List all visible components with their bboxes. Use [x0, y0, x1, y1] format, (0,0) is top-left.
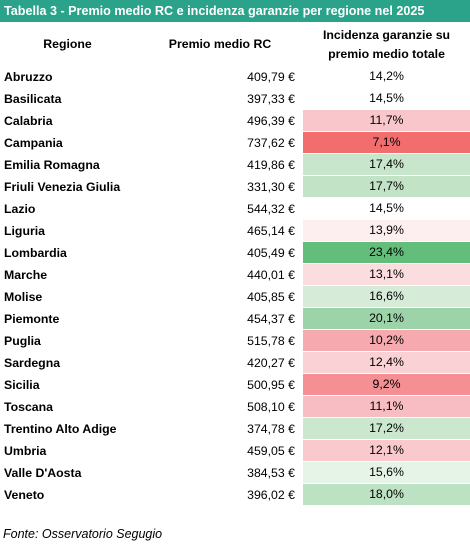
table-row: Umbria 459,05 € 12,1%: [0, 440, 470, 462]
table-row: Marche 440,01 € 13,1%: [0, 264, 470, 286]
premium-cell: 515,78 €: [247, 334, 295, 348]
premium-cell: 459,05 €: [247, 444, 295, 458]
premium-cell: 405,49 €: [247, 246, 295, 260]
table-row: Liguria 465,14 € 13,9%: [0, 220, 470, 242]
table-row: Campania 737,62 € 7,1%: [0, 132, 470, 154]
region-cell: Campania: [4, 136, 63, 150]
premium-cell: 420,27 €: [247, 356, 295, 370]
incidence-cell: 10,2%: [303, 330, 470, 352]
table-row: Veneto 396,02 € 18,0%: [0, 484, 470, 506]
incidence-cell: 12,4%: [303, 352, 470, 374]
premium-cell: 737,62 €: [247, 136, 295, 150]
table-row: Puglia 515,78 € 10,2%: [0, 330, 470, 352]
header-region: Regione: [43, 37, 92, 51]
incidence-cell: 9,2%: [303, 374, 470, 396]
incidence-cell: 13,1%: [303, 264, 470, 286]
region-cell: Basilicata: [4, 92, 62, 106]
region-cell: Trentino Alto Adige: [4, 422, 117, 436]
table-row: Molise 405,85 € 16,6%: [0, 286, 470, 308]
region-cell: Toscana: [4, 400, 53, 414]
region-cell: Piemonte: [4, 312, 60, 326]
premium-cell: 397,33 €: [247, 92, 295, 106]
table-title: Tabella 3 - Premio medio RC e incidenza …: [0, 0, 470, 22]
premium-cell: 500,95 €: [247, 378, 295, 392]
table-row: Emilia Romagna 419,86 € 17,4%: [0, 154, 470, 176]
table-row: Sardegna 420,27 € 12,4%: [0, 352, 470, 374]
region-cell: Veneto: [4, 488, 45, 502]
header-incidence-line2: premio medio totale: [328, 47, 445, 61]
region-cell: Molise: [4, 290, 43, 304]
premium-cell: 409,79 €: [247, 70, 295, 84]
premium-cell: 465,14 €: [247, 224, 295, 238]
incidence-cell: 17,2%: [303, 418, 470, 440]
region-cell: Liguria: [4, 224, 45, 238]
incidence-cell: 15,6%: [303, 462, 470, 484]
incidence-cell: 17,7%: [303, 176, 470, 198]
table-row: Trentino Alto Adige 374,78 € 17,2%: [0, 418, 470, 440]
region-cell: Puglia: [4, 334, 41, 348]
premium-cell: 496,39 €: [247, 114, 295, 128]
header-premium: Premio medio RC: [168, 37, 272, 51]
incidence-cell: 14,5%: [303, 88, 470, 110]
premium-cell: 440,01 €: [247, 268, 295, 282]
region-cell: Calabria: [4, 114, 53, 128]
premium-cell: 384,53 €: [247, 466, 295, 480]
incidence-cell: 14,5%: [303, 198, 470, 220]
region-cell: Valle D'Aosta: [4, 466, 82, 480]
table-row: Abruzzo 409,79 € 14,2%: [0, 66, 470, 88]
region-cell: Sardegna: [4, 356, 61, 370]
region-cell: Lazio: [4, 202, 36, 216]
region-cell: Umbria: [4, 444, 47, 458]
table-header: Regione Premio medio RC Incidenza garanz…: [0, 22, 470, 66]
region-cell: Abruzzo: [4, 70, 53, 84]
table-row: Lazio 544,32 € 14,5%: [0, 198, 470, 220]
incidence-cell: 17,4%: [303, 154, 470, 176]
source-note: Fonte: Osservatorio Segugio: [3, 527, 163, 541]
table-row: Piemonte 454,37 € 20,1%: [0, 308, 470, 330]
region-cell: Lombardia: [4, 246, 67, 260]
premium-cell: 454,37 €: [247, 312, 295, 326]
table-row: Calabria 496,39 € 11,7%: [0, 110, 470, 132]
region-cell: Friuli Venezia Giulia: [4, 180, 121, 194]
table-row: Basilicata 397,33 € 14,5%: [0, 88, 470, 110]
incidence-cell: 12,1%: [303, 440, 470, 462]
premium-cell: 396,02 €: [247, 488, 295, 502]
premium-cell: 331,30 €: [247, 180, 295, 194]
incidence-cell: 11,7%: [303, 110, 470, 132]
table-row: Friuli Venezia Giulia 331,30 € 17,7%: [0, 176, 470, 198]
incidence-cell: 14,2%: [303, 66, 470, 88]
premium-cell: 405,85 €: [247, 290, 295, 304]
incidence-cell: 11,1%: [303, 396, 470, 418]
incidence-cell: 16,6%: [303, 286, 470, 308]
header-incidence: Incidenza garanzie su premio medio total…: [303, 26, 470, 64]
table-row: Lombardia 405,49 € 23,4%: [0, 242, 470, 264]
premium-cell: 374,78 €: [247, 422, 295, 436]
incidence-cell: 20,1%: [303, 308, 470, 330]
incidence-cell: 13,9%: [303, 220, 470, 242]
region-cell: Marche: [4, 268, 48, 282]
table-row: Sicilia 500,95 € 9,2%: [0, 374, 470, 396]
incidence-cell: 7,1%: [303, 132, 470, 154]
premium-cell: 419,86 €: [247, 158, 295, 172]
region-cell: Sicilia: [4, 378, 40, 392]
table-row: Valle D'Aosta 384,53 € 15,6%: [0, 462, 470, 484]
premium-cell: 508,10 €: [247, 400, 295, 414]
premium-cell: 544,32 €: [247, 202, 295, 216]
incidence-cell: 18,0%: [303, 484, 470, 506]
header-incidence-line1: Incidenza garanzie su: [322, 28, 451, 42]
table-row: Toscana 508,10 € 11,1%: [0, 396, 470, 418]
data-table: Abruzzo 409,79 € 14,2% Basilicata 397,33 € 14…: [0, 66, 470, 506]
region-cell: Emilia Romagna: [4, 158, 100, 172]
incidence-cell: 23,4%: [303, 242, 470, 264]
